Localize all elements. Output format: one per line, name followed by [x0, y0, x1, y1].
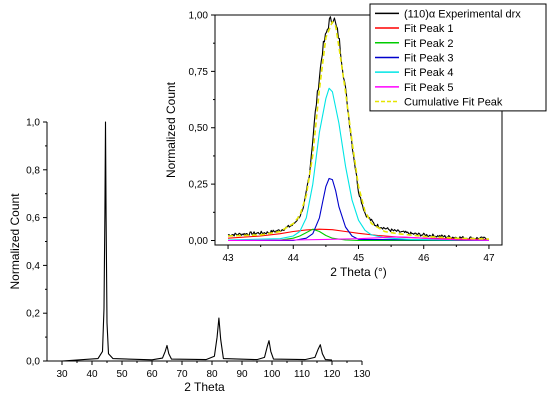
- x-tick-label: 100: [264, 369, 281, 380]
- y-tick-label: 0,00: [189, 236, 209, 247]
- y-tick-label: 0,75: [189, 67, 209, 78]
- y-tick-label: 0,50: [189, 123, 209, 134]
- x-tick-label: 46: [418, 253, 430, 264]
- x-tick-label: 120: [324, 369, 341, 380]
- series-line-5: [227, 87, 490, 241]
- x-tick-label: 40: [86, 369, 98, 380]
- legend-label-6: Fit Peak 5: [404, 82, 454, 94]
- x-tick-label: 30: [56, 369, 68, 380]
- y-tick-label: 0,8: [26, 165, 40, 176]
- series-line-1: [227, 16, 490, 241]
- x-tick-label: 47: [483, 253, 495, 264]
- legend-label-3: Fit Peak 2: [404, 38, 454, 50]
- main-chart: 30 40 50 60 70 80 90 100 110 120 130 0,0 0,2 0,4 0,6 0,…: [8, 118, 371, 395]
- y-tick-label: 0,25: [189, 180, 209, 191]
- series-line-1: [61, 121, 333, 362]
- x-tick-label: 130: [354, 369, 371, 380]
- x-tick-label: 70: [176, 369, 188, 380]
- x-tick-label: 43: [222, 253, 234, 264]
- y-tick-label: 0,4: [26, 261, 40, 272]
- x-axis-title: 2 Theta: [184, 380, 225, 394]
- legend-label-7: Cumulative Fit Peak: [404, 97, 503, 109]
- x-tick-label: 60: [146, 369, 158, 380]
- legend-label-2: Fit Peak 1: [404, 23, 454, 35]
- y-tick-label: 0,6: [26, 213, 40, 224]
- y-tick-label: 1,0: [26, 118, 40, 129]
- inset-chart: 43 44 45 46 47 0,00 0,25 0,50 0,75 1,00 2 Theta (°…: [164, 3, 547, 279]
- series-line-4: [228, 177, 490, 242]
- y-axis-title: Normalized Count: [164, 81, 178, 178]
- y-tick-label: 1,00: [189, 11, 209, 22]
- x-axis-title: 2 Theta (°): [330, 265, 387, 279]
- y-tick-label: 0,2: [26, 309, 40, 320]
- series-line-7: [227, 21, 490, 240]
- legend-label-5: Fit Peak 4: [404, 67, 454, 79]
- y-axis-title: Normalized Count: [8, 193, 22, 290]
- x-tick-label: 90: [236, 369, 248, 380]
- series-line-6: [227, 236, 490, 242]
- x-tick-label: 44: [288, 253, 300, 264]
- x-tick-label: 50: [116, 369, 128, 380]
- legend-label-1: (110)α Experimental drx: [404, 8, 521, 20]
- x-tick-label: 45: [353, 253, 365, 264]
- legend-box: [369, 3, 547, 112]
- x-tick-label: 80: [206, 369, 218, 380]
- x-tick-label: 110: [294, 369, 310, 380]
- legend-label-4: Fit Peak 3: [404, 52, 454, 64]
- y-tick-label: 0,0: [26, 357, 40, 368]
